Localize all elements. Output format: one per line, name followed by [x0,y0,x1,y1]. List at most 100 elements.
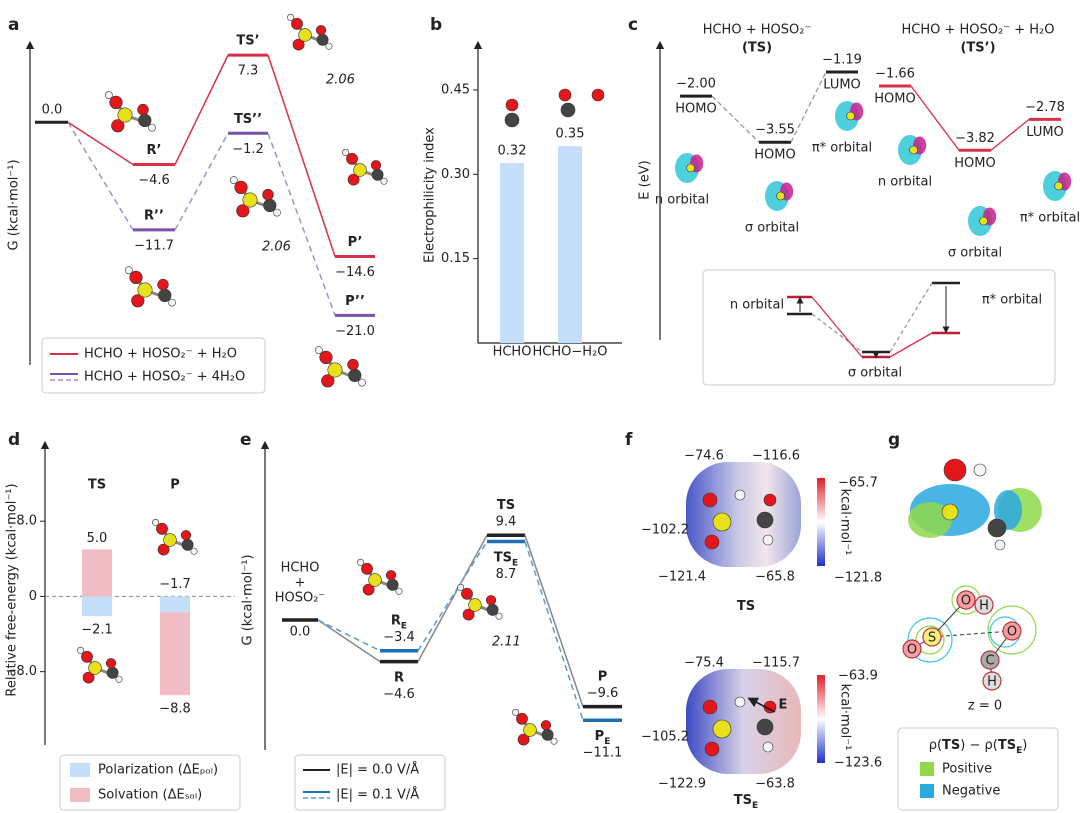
colorbar [817,478,825,566]
atom [347,358,359,371]
legend-label: |E| = 0.0 V/Å [336,762,419,778]
atom [385,570,397,581]
atom [358,378,366,387]
level-value: −1.2 [232,142,264,157]
level-value: −11.1 [583,746,623,761]
atom [105,658,117,669]
bar-segment [160,596,190,613]
panel-label: g [888,430,900,450]
atom [462,608,475,621]
atom [386,578,399,591]
atom [180,530,192,541]
esp-value: −115.7 [752,656,800,671]
legend-box [294,754,446,811]
atom [138,113,152,127]
category-label: P [170,478,180,493]
legend-title-part: ) − ρ( [960,738,998,753]
level-name: PE [595,729,611,747]
atom [486,603,499,616]
esp-value: −121.4 [658,570,706,585]
atom-label: O [1007,625,1017,640]
field-arrow [747,697,776,713]
atom [702,699,718,715]
colorbar-max: −63.9 [838,669,878,684]
start-label: HCHO [281,561,320,576]
level-value: −2.78 [1025,100,1065,115]
atom [512,708,520,716]
atom [82,671,95,684]
atom [461,587,473,600]
bar [500,163,524,343]
atom [347,173,360,186]
atom [368,573,382,587]
legend-label: Solvation (ΔEₛₒₗ) [98,788,202,803]
map-caption: TSE [734,793,758,811]
esp-value: −75.4 [684,656,724,671]
atom [124,266,133,275]
esp-surface [686,462,801,567]
annotation: 2.11 [492,635,521,650]
contour [987,605,1037,655]
atom [979,216,988,226]
start-label: + [295,576,306,591]
atom [371,168,384,181]
atom [325,42,333,50]
atom [348,368,362,383]
connector [711,95,760,143]
orbital-name: σ orbital [948,246,1002,261]
atom [157,278,169,291]
colorbar [817,675,825,763]
atom [734,489,746,501]
map-caption-main: TS [737,599,755,614]
atom [495,612,503,620]
bar-value: 0.35 [556,127,585,142]
atom [516,712,528,725]
atom [111,119,125,133]
esp-value: −65.8 [755,570,795,585]
inset-label: π* orbital [982,293,1042,308]
atom [115,675,123,683]
connector [524,534,584,707]
legend-box [897,727,1059,811]
group-subtitle: (TS) [742,41,772,56]
atom [846,111,855,121]
atom [346,152,358,165]
esp-value: −63.8 [755,777,795,792]
atom [982,671,1002,691]
atom [157,543,170,556]
legend-title-part: ρ( [929,738,942,753]
level-value: −1.66 [875,67,915,82]
atom [485,595,497,606]
annotation: 2.06 [326,73,355,88]
orbital-name: π* orbital [812,141,872,156]
atom [523,723,537,737]
atom [315,25,327,36]
level-name-main: R [391,613,401,628]
bond [931,630,1013,638]
atom [321,374,335,388]
level-value: −2.00 [676,77,716,92]
atom-label: S [928,631,936,646]
level-name: HOMO [754,148,795,163]
atom [395,587,403,595]
atom [457,583,465,591]
level-name: P’ [348,235,363,250]
y-tick-label: 0.15 [441,251,470,266]
atom [704,741,720,757]
level-name-main: P [598,669,608,684]
level-name: HOMO [675,102,716,117]
atom [756,718,774,736]
level-name-sub: E [512,558,518,568]
atom [236,204,250,218]
bar-segment [82,549,112,597]
map-caption: TS [737,599,755,614]
atom [292,38,305,51]
atom [504,112,520,128]
level-value: −21.0 [335,324,375,339]
group-subtitle: (TS’) [960,41,995,56]
atom-label: H [979,599,989,614]
annotation: 2.06 [262,240,291,255]
connector [417,541,488,652]
atom [702,492,718,508]
